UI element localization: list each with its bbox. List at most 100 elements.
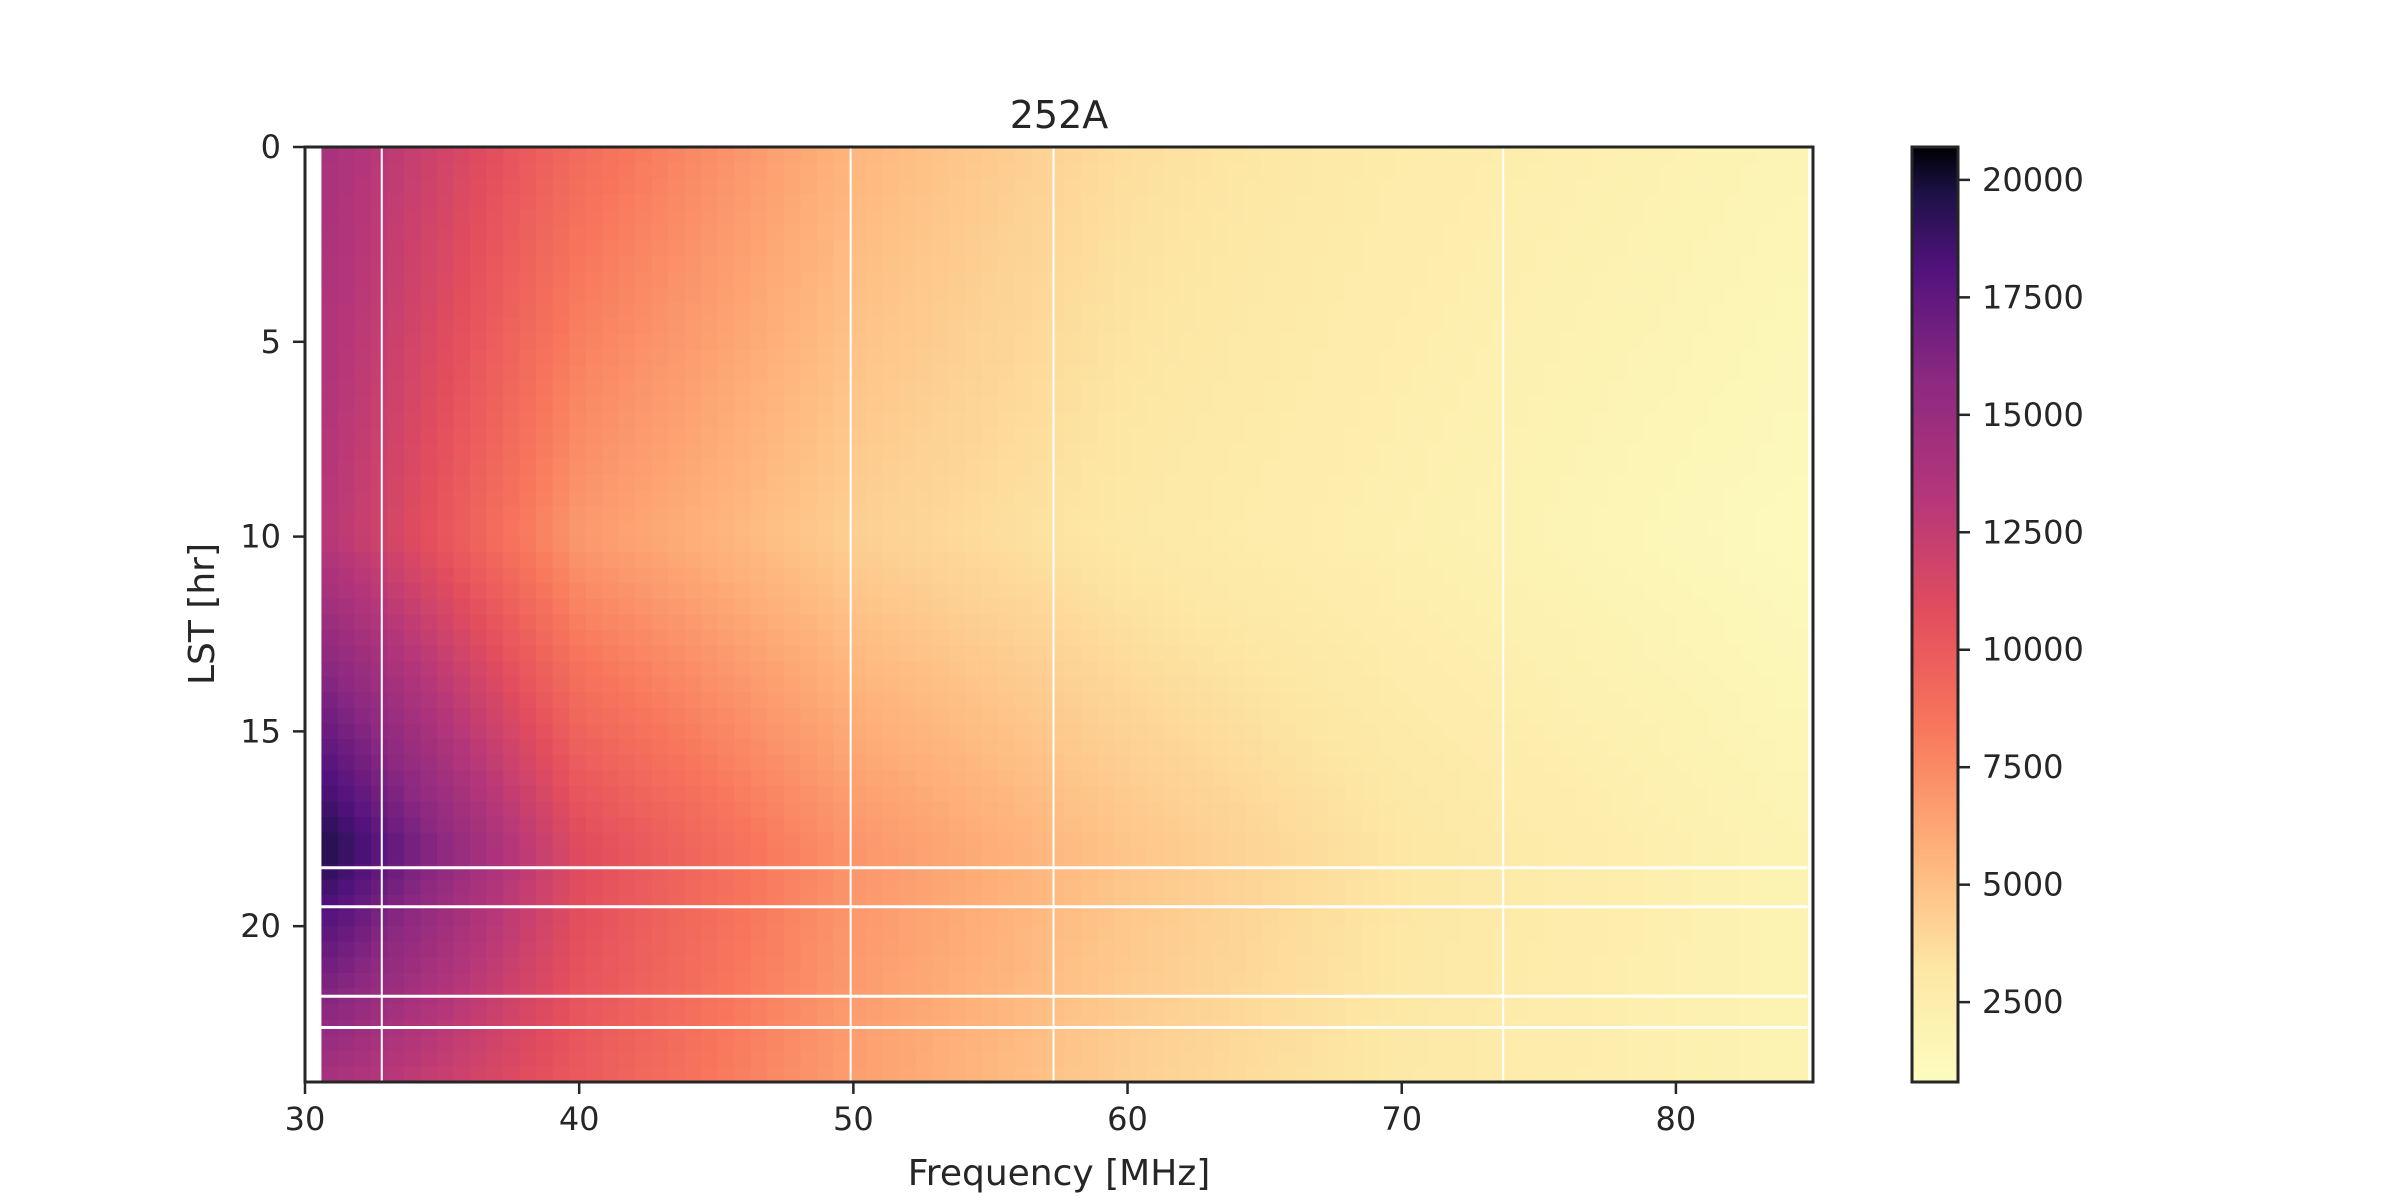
heatmap-cell [1130, 224, 1148, 242]
heatmap-cell [1279, 521, 1297, 538]
heatmap-cell [717, 318, 736, 335]
heatmap-cell [1196, 427, 1214, 444]
heatmap-cell [915, 147, 934, 164]
heatmap-cell [453, 474, 471, 491]
heatmap-cell [1262, 536, 1280, 553]
heatmap-cell [915, 271, 934, 289]
heatmap-cell [1014, 661, 1033, 678]
heatmap-cell [618, 692, 636, 709]
heatmap-cell [470, 443, 488, 460]
heatmap-cell [684, 848, 703, 865]
heatmap-cell [1081, 458, 1099, 476]
heatmap-cell [899, 910, 917, 927]
heatmap-cell [767, 926, 785, 943]
heatmap-cell [1014, 318, 1033, 335]
heatmap-cell [800, 427, 818, 444]
heatmap-cell [998, 536, 1016, 553]
heatmap-cell [1014, 692, 1033, 709]
heatmap-cell [1576, 723, 1594, 740]
heatmap-cell [998, 926, 1016, 943]
heatmap-cell [1791, 926, 1809, 943]
heatmap-cell [1213, 287, 1231, 304]
heatmap-cell [816, 380, 835, 398]
heatmap-cell [932, 645, 950, 663]
heatmap-cell [1378, 661, 1396, 678]
heatmap-cell [486, 567, 504, 585]
heatmap-cell [1510, 567, 1528, 585]
heatmap-cell [1460, 489, 1479, 507]
heatmap-cell [1031, 708, 1049, 725]
heatmap-cell [1229, 957, 1247, 974]
heatmap-cell [1394, 645, 1413, 663]
heatmap-cell [750, 240, 769, 257]
heatmap-cell [866, 411, 884, 429]
heatmap-cell [915, 630, 934, 647]
heatmap-cell [1295, 754, 1313, 772]
heatmap-cell [1147, 941, 1165, 959]
heatmap-cell [470, 552, 488, 569]
heatmap-cell [1691, 692, 1710, 709]
heatmap-cell [1262, 193, 1280, 211]
heatmap-cell [866, 193, 884, 211]
heatmap-cell [1196, 240, 1214, 257]
heatmap-cell [1592, 598, 1611, 616]
heatmap-cell [1361, 832, 1380, 850]
heatmap-cell [569, 708, 587, 725]
heatmap-cell [585, 536, 603, 553]
heatmap-cell [1477, 567, 1495, 585]
heatmap-cell [602, 879, 620, 896]
heatmap-cell [1427, 614, 1446, 631]
heatmap-cell [1328, 910, 1346, 927]
heatmap-cell [734, 910, 752, 927]
heatmap-cell [1378, 334, 1396, 351]
heatmap-cell [1196, 770, 1214, 787]
heatmap-cell [503, 785, 521, 803]
heatmap-cell [337, 895, 356, 912]
heatmap-cell [668, 334, 686, 351]
heatmap-cell [833, 396, 851, 413]
heatmap-cell [767, 692, 785, 709]
heatmap-cell [701, 770, 719, 787]
heatmap-cell [370, 708, 389, 725]
heatmap-cell [866, 770, 884, 787]
heatmap-cell [1394, 739, 1413, 756]
heatmap-cell [1114, 505, 1132, 522]
heatmap-cell [965, 598, 983, 616]
heatmap-cell [354, 957, 372, 974]
heatmap-cell [1444, 754, 1462, 772]
heatmap-cell [899, 552, 917, 569]
heatmap-cell [354, 334, 372, 351]
heatmap-cell [1477, 848, 1495, 865]
heatmap-cell [635, 209, 653, 226]
heatmap-cell [1279, 287, 1297, 304]
heatmap-cell [1246, 427, 1264, 444]
heatmap-cell [635, 474, 653, 491]
heatmap-cell [1064, 708, 1082, 725]
heatmap-cell [337, 630, 356, 647]
heatmap-cell [1675, 614, 1693, 631]
heatmap-cell [1675, 147, 1693, 164]
heatmap-cell [1295, 957, 1313, 974]
heatmap-cell [453, 895, 471, 912]
heatmap-cell [453, 521, 471, 538]
heatmap-cell [404, 972, 422, 990]
heatmap-cell [1246, 365, 1264, 382]
heatmap-cell [1246, 598, 1264, 616]
heatmap-cell [618, 832, 636, 850]
heatmap-cell [519, 521, 537, 538]
heatmap-cell [833, 848, 851, 865]
heatmap-cell [800, 676, 818, 694]
heatmap-cell [337, 754, 356, 772]
heatmap-cell [1774, 910, 1792, 927]
heatmap-cell [1229, 318, 1247, 335]
heatmap-cell [1031, 676, 1049, 694]
heatmap-cell [783, 785, 802, 803]
heatmap-cell [1378, 848, 1396, 865]
heatmap-cell [915, 287, 934, 304]
heatmap-cell [486, 1004, 504, 1021]
heatmap-cell [503, 676, 521, 694]
heatmap-cell [519, 536, 537, 553]
heatmap-cell [1130, 848, 1148, 865]
heatmap-cell [453, 630, 471, 647]
heatmap-cell [899, 380, 917, 398]
